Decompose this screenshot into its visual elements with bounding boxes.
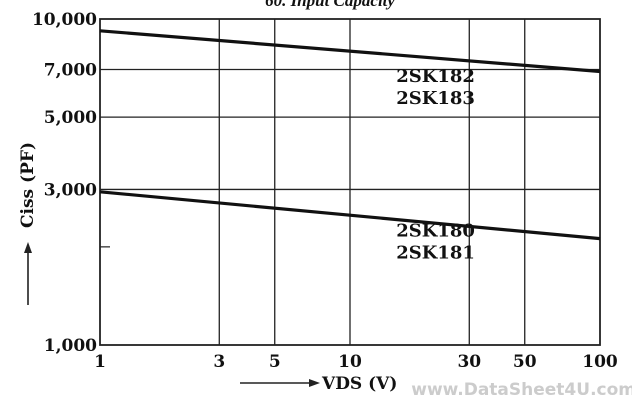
y-tick-label: 10,000 (32, 10, 97, 30)
tick-labels: 1 3 5 10 30 50 100 1,000 3,000 5,000 7,000 10,000 (32, 10, 618, 372)
y-tick-label: 3,000 (44, 180, 97, 200)
y-tick-label: 5,000 (44, 108, 97, 128)
series-line-2 (99, 190, 601, 241)
series-label: 2SK180 (396, 221, 475, 242)
y-tick-label: 1,000 (44, 336, 97, 356)
watermark-text: www.DataSheet4U.com (411, 380, 632, 395)
x-tick-label: 30 (457, 352, 481, 372)
series-lines (99, 29, 601, 241)
y-axis-title: Ciss (PF) (18, 142, 38, 228)
chart-title: 60. Input Capacity (265, 0, 395, 10)
y-tick-label: 7,000 (44, 60, 97, 80)
x-tick-label: 1 (94, 352, 106, 372)
y-axis-arrowhead (24, 242, 32, 253)
x-tick-label: 3 (213, 352, 225, 372)
series-label: 2SK181 (396, 243, 475, 264)
axes (99, 18, 601, 346)
series-line-1 (99, 29, 601, 74)
x-tick-label: 10 (338, 352, 362, 372)
series-label: 2SK183 (396, 88, 475, 109)
plot-frame (99, 18, 601, 346)
grid (100, 19, 600, 345)
x-tick-label: 5 (269, 352, 281, 372)
x-tick-label: 50 (513, 352, 537, 372)
series-label: 2SK182 (396, 66, 475, 87)
x-axis-arrowhead (309, 379, 320, 387)
x-tick-label: 100 (582, 352, 618, 372)
axis-titles: VDS (V) Ciss (PF) (18, 142, 397, 394)
x-axis-title: VDS (V) (321, 374, 397, 394)
